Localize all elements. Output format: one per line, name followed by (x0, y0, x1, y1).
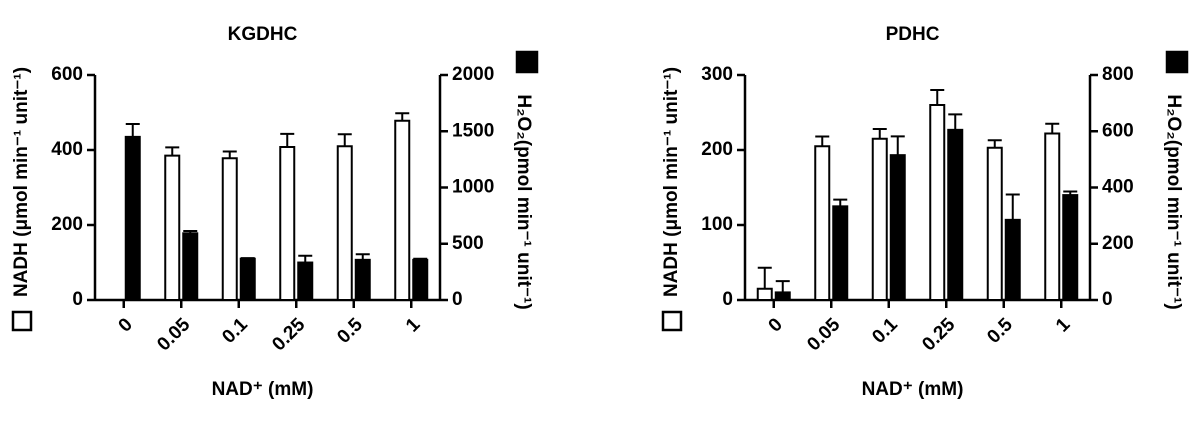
error-bar (930, 89, 945, 105)
bar (221, 157, 238, 301)
y2-tick-label: 200 (1102, 233, 1134, 254)
y2-tick-label: 1500 (452, 120, 494, 141)
error-bar (125, 122, 140, 137)
x-tick-label: 0.25 (918, 314, 959, 355)
chart: KGDHC NAD⁺ (mM) NADH (μmol min⁻¹ unit⁻¹) H₂… (11, 24, 539, 400)
bar (889, 154, 906, 301)
bar (412, 258, 429, 301)
bar (239, 257, 256, 301)
error-bar (222, 150, 237, 159)
error-bar (165, 146, 180, 156)
x-tick-label: 0.05 (153, 314, 194, 355)
error-bar (987, 139, 1002, 148)
y-axis-label: NADH (μmol min⁻¹ unit⁻¹) (11, 67, 32, 297)
chart: PDHC NAD⁺ (mM) NADH (μmol min⁻¹ unit⁻¹) H₂O… (661, 24, 1189, 400)
error-bar (298, 254, 313, 263)
error-bar (413, 257, 428, 260)
bar (182, 232, 199, 302)
error-bar (355, 253, 370, 260)
error-bar (337, 133, 352, 147)
y-tick-label: 0 (72, 289, 83, 310)
y-tick-label: 0 (722, 289, 733, 310)
x-axis-label: NAD⁺ (mM) (862, 379, 964, 400)
y2-axis-label: H₂O₂(pmol min⁻¹ unit⁻¹) (1163, 94, 1184, 309)
legend-swatch (1165, 50, 1189, 74)
bar (1044, 132, 1061, 301)
error-bar (872, 128, 887, 139)
error-bar (948, 113, 963, 130)
bar (279, 146, 296, 301)
error-bar (757, 266, 772, 289)
x-tick-label: 1 (402, 314, 425, 337)
x-axis-label: NAD⁺ (mM) (212, 379, 314, 400)
legend-swatch (661, 310, 683, 332)
y2-tick-label: 0 (1102, 289, 1113, 310)
bar (774, 291, 791, 301)
y2-tick-label: 2000 (452, 64, 494, 85)
error-bar (775, 280, 790, 293)
x-tick-label: 0.25 (268, 314, 309, 355)
y-tick-label: 300 (701, 64, 733, 85)
error-bar (280, 132, 295, 147)
bar (297, 261, 314, 302)
error-bar (1063, 190, 1078, 196)
bar (814, 145, 831, 301)
bar (986, 146, 1003, 301)
y-tick-label: 100 (701, 214, 733, 235)
bar (164, 154, 181, 301)
error-bar (815, 135, 830, 147)
x-tick-label: 0.05 (803, 314, 844, 355)
bar (1062, 194, 1079, 301)
legend-swatch (11, 310, 33, 332)
x-tick-label: 1 (1052, 314, 1075, 337)
chart-title: KGDHC (228, 24, 298, 45)
bar (871, 137, 888, 301)
bar (832, 205, 849, 301)
y2-tick-label: 500 (452, 233, 484, 254)
error-bar (890, 135, 905, 156)
x-tick-label: 0.1 (868, 314, 902, 348)
x-tick-label: 0 (115, 314, 137, 336)
x-tick-label: 0.5 (333, 314, 367, 348)
legend-swatch (515, 50, 539, 74)
error-bar (833, 198, 848, 207)
bar (124, 135, 141, 301)
bar (756, 287, 773, 301)
bar (929, 104, 946, 301)
error-bar (1005, 193, 1020, 220)
bar (394, 119, 411, 301)
x-tick-label: 0.1 (218, 314, 252, 348)
error-bar (395, 112, 410, 121)
x-tick-label: 0 (765, 314, 787, 336)
y-tick-label: 600 (51, 64, 83, 85)
bar (354, 258, 371, 301)
bar (1004, 218, 1021, 301)
error-bar (1045, 122, 1060, 134)
y-tick-label: 200 (51, 214, 83, 235)
bar (336, 145, 353, 301)
y-tick-label: 400 (51, 139, 83, 160)
y-tick-label: 200 (701, 139, 733, 160)
y2-tick-label: 0 (452, 289, 463, 310)
y2-tick-label: 600 (1102, 120, 1134, 141)
error-bar (240, 257, 255, 260)
bar (947, 128, 964, 301)
chart-title: PDHC (886, 24, 940, 45)
y2-axis-label: H₂O₂(pmol min⁻¹ unit⁻¹) (513, 94, 534, 309)
error-bar (183, 230, 198, 234)
x-tick-label: 0.5 (983, 314, 1017, 348)
y-axis-label: NADH (μmol min⁻¹ unit⁻¹) (661, 67, 682, 297)
y2-tick-label: 400 (1102, 177, 1134, 198)
y2-tick-label: 800 (1102, 64, 1134, 85)
y2-tick-label: 1000 (452, 177, 494, 198)
